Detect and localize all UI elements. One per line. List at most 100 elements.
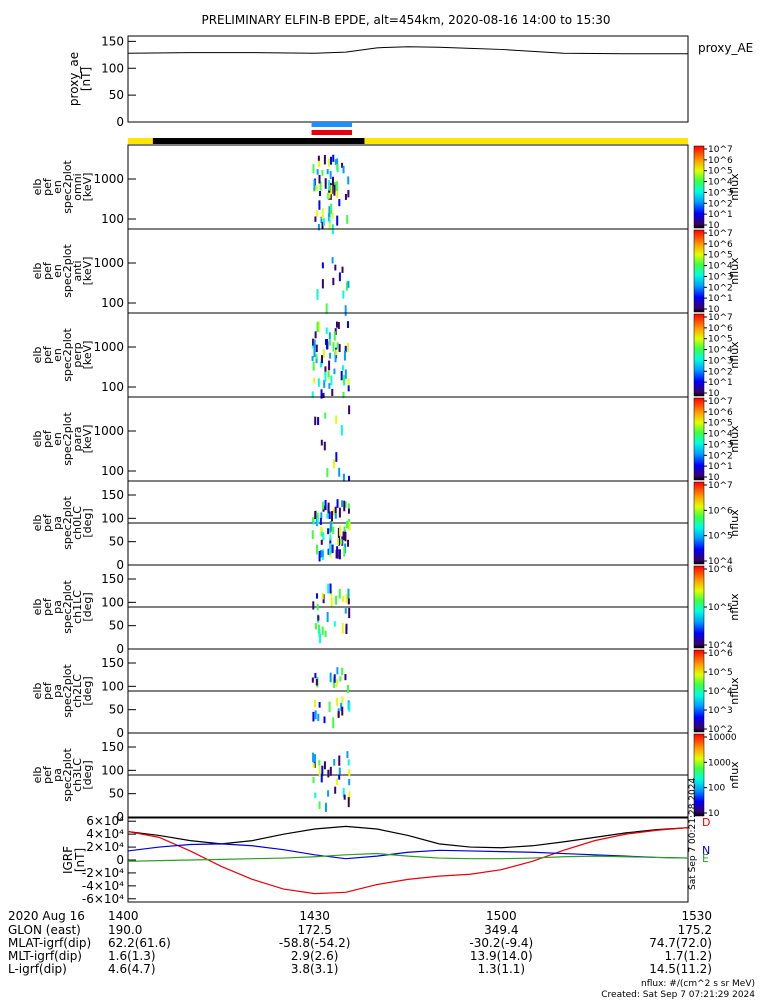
grf-ytick-label: 6×10⁴ xyxy=(86,814,124,828)
colorbar-label: nflux xyxy=(728,173,741,201)
axis-value: 13.9(14.0) xyxy=(470,949,533,963)
spec-pixel xyxy=(341,696,344,703)
spec-pixel xyxy=(314,710,317,720)
spec-pixel xyxy=(333,368,336,375)
spec-ylabel: elbpefpaspec2plotch3LC[deg] xyxy=(31,748,94,802)
grf-ytick-label: 2×10⁴ xyxy=(86,840,124,854)
colorbar-tick-label: 10^4 xyxy=(708,346,733,356)
colorbar-label: nflux xyxy=(728,761,741,789)
grf-ytick-label: -4×10⁴ xyxy=(82,879,124,893)
grf-legend-E: E xyxy=(702,852,709,865)
spec-pixel xyxy=(321,592,324,600)
axis-value: 62.2(61.6) xyxy=(108,936,171,950)
spec-pixel xyxy=(321,208,324,220)
colorbar-tick-label: 10^4 xyxy=(708,687,733,697)
spec-pixel xyxy=(325,339,328,346)
spec-pixel xyxy=(343,794,346,800)
spec-pixel xyxy=(330,597,333,607)
colorbar-tick-label: 10^5 xyxy=(708,251,733,261)
spec-pixel xyxy=(327,502,330,514)
spec-ylabel-line: [keV] xyxy=(81,173,94,202)
spec-ytick-label: 1000 xyxy=(93,256,124,270)
colorbar-tick-label: 10^3 xyxy=(708,440,733,450)
spec-pixel xyxy=(314,672,317,679)
spec-pixel xyxy=(315,678,318,686)
spec-pixel xyxy=(339,676,342,682)
spec-pixel xyxy=(348,475,351,482)
spec-pixel xyxy=(335,349,338,356)
spec-pixel xyxy=(318,551,321,562)
spec-pixel xyxy=(321,765,324,777)
spec-ylabel-line: spec2plot xyxy=(61,160,74,214)
spec-pixel xyxy=(317,713,320,722)
spec-pixel xyxy=(323,716,326,724)
axis-value: 1.7(1.2) xyxy=(664,949,712,963)
spec-ytick-label: 100 xyxy=(101,212,124,226)
colorbar-tick-label: 10^6 xyxy=(708,240,733,250)
spec-pixel xyxy=(342,374,345,384)
spec-pixel xyxy=(313,377,316,384)
spec-pixel xyxy=(318,200,321,210)
colorbar-tick-label: 10^7 xyxy=(708,229,733,239)
axis-row-label: GLON (east) xyxy=(8,923,81,937)
spec-frame xyxy=(127,312,689,398)
spec-pixel xyxy=(313,339,316,348)
spec-pixel xyxy=(334,786,337,794)
spec-pixel xyxy=(329,766,332,776)
spec-pixel xyxy=(342,290,345,299)
spec-pixel xyxy=(347,190,350,198)
spec-pixel xyxy=(322,532,325,541)
spec-pixel xyxy=(341,500,344,508)
spec-pixel xyxy=(317,615,320,621)
axis-time-label: 1430 xyxy=(299,909,330,923)
spec-pixel xyxy=(335,452,338,462)
colorbar-tick-label: 10^4 xyxy=(708,557,733,567)
spec-pixel xyxy=(331,176,334,187)
spec-pixel xyxy=(325,327,328,334)
spec-ylabel-line: elb xyxy=(31,431,44,448)
spec-pixel xyxy=(323,441,326,451)
spec-pixel xyxy=(333,331,336,341)
ae-ylabel: proxy_ae[nT] xyxy=(67,52,93,106)
spec-pixel xyxy=(346,214,349,224)
spec-pixel xyxy=(313,179,316,191)
spec-ylabel-line: para xyxy=(71,427,84,452)
spec-pixel xyxy=(341,266,344,273)
spec-pixel xyxy=(312,777,315,784)
spec-pixel xyxy=(329,521,332,532)
spec-pixel xyxy=(328,549,331,555)
proxy-ae-panel: 0 50 100 150 proxy_ae[nT] proxy_AE xyxy=(67,34,753,129)
axis-row-label: 2020 Aug 16 xyxy=(8,909,85,923)
spec-pixel xyxy=(338,507,341,518)
spec-pixel xyxy=(344,345,347,353)
spec-ylabel-line: pef xyxy=(41,681,54,700)
grf-side-text: Sat Sep 7 00:21:28 2024 xyxy=(688,778,698,890)
spec-ylabel-line: elb xyxy=(31,683,44,700)
spec-ytick-label: 100 xyxy=(101,380,124,394)
spec-pixel xyxy=(325,303,328,314)
spec-ylabel-line: en xyxy=(51,264,64,278)
spec-pixel xyxy=(314,699,317,708)
spec-frame xyxy=(127,228,689,314)
spec-pixel xyxy=(328,339,331,346)
spec-pixel xyxy=(348,607,351,619)
spec-pixel xyxy=(336,499,339,508)
spec-pixel xyxy=(345,623,348,631)
colorbar-tick-label: 10^6 xyxy=(708,506,733,516)
colorbar xyxy=(693,733,705,817)
spec-pixel xyxy=(312,601,315,610)
spec-pixel xyxy=(328,332,331,340)
spec-ylabel-line: ch3LC xyxy=(71,758,84,792)
spec-pixel xyxy=(335,679,338,687)
spec-ylabel-line: elb xyxy=(31,767,44,784)
spec-pixel xyxy=(324,802,327,812)
spec-pixel xyxy=(337,527,340,538)
spec-ylabel-line: en xyxy=(51,348,64,362)
spec-pixel xyxy=(321,355,324,364)
axis-row-label: MLAT-igrf(dip) xyxy=(8,936,91,950)
spec-pixel xyxy=(320,550,323,558)
spec-ylabel-line: ch1LC xyxy=(71,590,84,624)
spec-pixel xyxy=(344,608,347,614)
